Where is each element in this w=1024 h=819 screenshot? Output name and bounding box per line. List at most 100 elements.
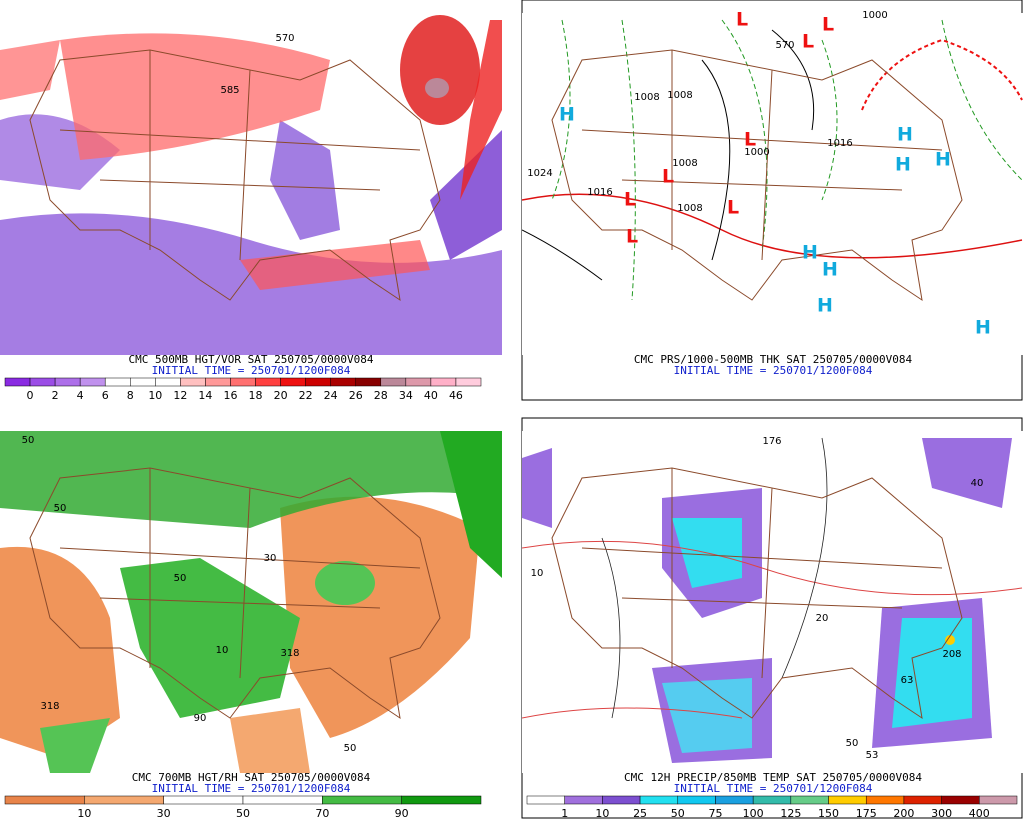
- map-label: H: [897, 124, 913, 146]
- state-borders: [29, 49, 441, 302]
- map-label: L: [626, 226, 638, 248]
- map-label: 53: [866, 750, 879, 761]
- colorbar-swatch: [380, 377, 407, 387]
- colorbar-label: 25: [633, 807, 647, 819]
- map-label: L: [744, 129, 756, 151]
- colorbar-label: 14: [198, 389, 212, 402]
- colorbar-swatch: [602, 795, 641, 805]
- map-label: 1000: [744, 147, 769, 158]
- initial-time: INITIAL TIME = 250701/1200F084: [674, 782, 873, 795]
- colorbar-label: 400: [969, 807, 990, 819]
- colorbar-swatch: [180, 377, 206, 387]
- colorbar-label: 0: [27, 389, 34, 402]
- colorbar-swatch: [355, 377, 382, 387]
- map-label: 585: [220, 85, 239, 96]
- colorbar-swatch: [79, 377, 106, 387]
- colorbar-label: 8: [127, 389, 134, 402]
- map-label: 208: [942, 649, 961, 660]
- map-fields: [0, 15, 502, 355]
- colorbar-swatch: [330, 377, 356, 387]
- colorbar-swatch: [29, 377, 56, 387]
- humidity-panel: 50 50 50 318 318 10 30 90 50 CMC 700MB HGT/RH SAT…: [0, 431, 502, 819]
- map-label: H: [895, 154, 911, 176]
- colorbar-label: 90: [395, 807, 409, 819]
- precip-panel: 176 208 20 10 40 50 63 53 CMC 12H PRECIP/850MB T…: [521, 417, 1024, 819]
- map-label: 318: [40, 701, 59, 712]
- state-borders: [551, 467, 963, 720]
- colorbar-label: 125: [780, 807, 801, 819]
- colorbar-label: 24: [324, 389, 338, 402]
- map-label: H: [975, 317, 991, 339]
- map-label: 10: [216, 645, 229, 656]
- colorbar-label: 26: [349, 389, 363, 402]
- colorbar-swatch: [54, 377, 81, 387]
- colorbar-swatch: [401, 795, 482, 805]
- state-borders: [551, 49, 963, 302]
- colorbar-label: 46: [449, 389, 463, 402]
- map-label: H: [817, 295, 833, 317]
- map-label: L: [624, 189, 636, 211]
- map-label: L: [662, 166, 674, 188]
- colorbar-label: 200: [893, 807, 914, 819]
- colorbar-swatch: [104, 377, 131, 387]
- panel-caption: CMC 12H PRECIP/850MB TEMP SAT 250705/000…: [624, 771, 922, 784]
- map-label: 1000: [862, 10, 887, 21]
- colorbar-swatch: [4, 795, 85, 805]
- colorbar-label: 2: [52, 389, 59, 402]
- panel-caption: CMC 700MB HGT/RH SAT 250705/0000V084: [132, 771, 371, 784]
- map-label: 1008: [672, 158, 697, 169]
- map-label: 318: [280, 648, 299, 659]
- map-label: 63: [901, 675, 914, 686]
- colorbar-swatch: [205, 377, 231, 387]
- map-fields: [522, 437, 1023, 763]
- map-label: 1008: [677, 203, 702, 214]
- map-fields: [0, 431, 502, 773]
- colorbar-label: 22: [299, 389, 313, 402]
- colorbar-label: 70: [315, 807, 329, 819]
- map-fields: [522, 19, 1023, 301]
- colorbar-swatch: [4, 377, 31, 387]
- map-label: 570: [775, 40, 794, 51]
- colorbar-swatch: [430, 377, 457, 387]
- map-label: L: [736, 9, 748, 31]
- colorbar-label: 10: [595, 807, 609, 819]
- map-label: L: [822, 14, 834, 36]
- colorbar-label: 1: [561, 807, 568, 819]
- colorbar-swatch: [903, 795, 942, 805]
- map-label: 50: [54, 503, 67, 514]
- colorbar-label: 10: [148, 389, 162, 402]
- colorbar-swatch: [564, 795, 603, 805]
- map-label: 50: [22, 435, 35, 446]
- vorticity-panel: 570 585 CMC 500MB HGT/VOR SAT 250705/0000V…: [0, 13, 502, 402]
- map-label: H: [559, 104, 575, 126]
- initial-time: INITIAL TIME = 250701/1200F084: [674, 364, 873, 377]
- initial-time: INITIAL TIME = 250701/1200F084: [152, 364, 351, 377]
- map-label: 1024: [527, 168, 552, 179]
- map-label: 1016: [827, 138, 852, 149]
- colorbar-swatch: [941, 795, 980, 805]
- colorbar-label: 50: [236, 807, 250, 819]
- colorbar-label: 4: [77, 389, 84, 402]
- colorbar-swatch: [639, 795, 679, 805]
- colorbar-swatch: [322, 795, 402, 805]
- map-label: 50: [174, 573, 187, 584]
- colorbar-swatch: [752, 795, 792, 805]
- colorbar-label: 12: [173, 389, 187, 402]
- colorbar-swatch: [865, 795, 905, 805]
- colorbar-label: 175: [856, 807, 877, 819]
- colorbar-swatch: [455, 377, 482, 387]
- map-label: H: [935, 149, 951, 171]
- colorbar-label: 300: [931, 807, 952, 819]
- colorbar-label: 100: [743, 807, 764, 819]
- map-label: 30: [264, 553, 277, 564]
- colorbar-label: 75: [708, 807, 722, 819]
- map-label: 1016: [587, 187, 612, 198]
- colorbar-label: 40: [424, 389, 438, 402]
- map-label: 1008: [667, 90, 692, 101]
- state-borders: [29, 467, 441, 720]
- colorbar-label: 50: [671, 807, 685, 819]
- colorbar-label: 18: [249, 389, 263, 402]
- map-label: H: [822, 259, 838, 281]
